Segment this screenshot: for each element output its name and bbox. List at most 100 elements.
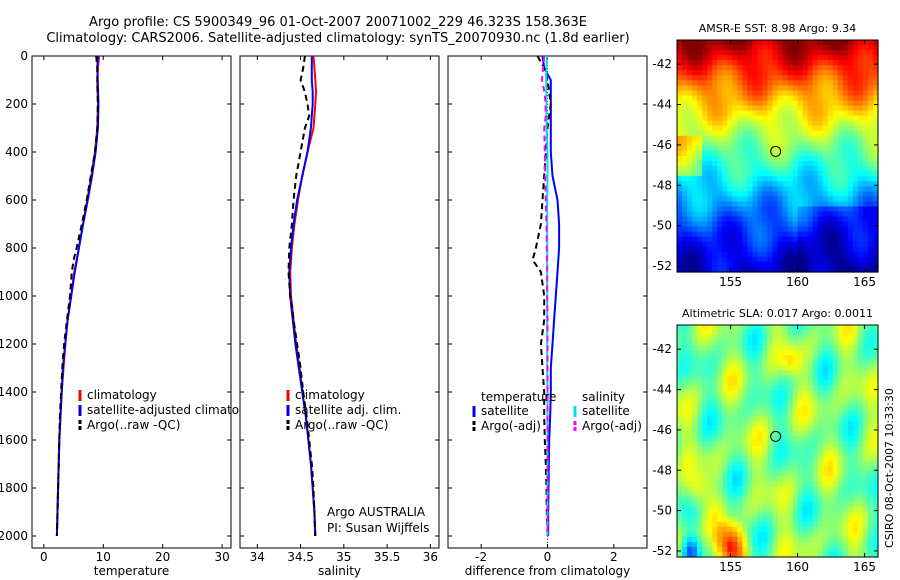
- sst_map-cell: [732, 120, 738, 127]
- sla_map-cell: [757, 481, 764, 487]
- sst_map-cell: [697, 90, 703, 97]
- sla_map-cell: [747, 491, 753, 498]
- sla_map-cell: [722, 466, 728, 472]
- sst_map-cell: [797, 251, 804, 258]
- sst_map-cell: [862, 236, 869, 243]
- sla_map-cell: [807, 441, 814, 447]
- sst_map-cell: [862, 186, 869, 192]
- sla_map-cell: [852, 430, 859, 437]
- sla_map-cell: [687, 370, 693, 377]
- sst_map-cell: [762, 156, 769, 162]
- sst_map-cell: [767, 241, 774, 248]
- sst_map-cell: [802, 241, 809, 248]
- sla_map-cell: [752, 526, 759, 533]
- sst_map-cell: [757, 231, 764, 238]
- sla_map-cell: [707, 446, 713, 452]
- sla_map-cell: [842, 461, 849, 467]
- sla_map-cell: [707, 415, 713, 422]
- sst_map-cell: [847, 115, 854, 122]
- sla_map-cell: [747, 466, 753, 472]
- sla_map-cell: [827, 491, 834, 498]
- sla_map-cell: [867, 405, 874, 412]
- sst_map-cell: [772, 55, 779, 61]
- sla_map-cell: [827, 511, 834, 518]
- sst_map-cell: [827, 105, 834, 112]
- sst_map-cell: [852, 40, 859, 46]
- sla_map-cell: [762, 430, 769, 437]
- sla_map-cell: [737, 370, 743, 377]
- sla_map-cell: [712, 395, 718, 402]
- sla_map-cell: [697, 546, 703, 553]
- sst_map-cell: [707, 161, 713, 167]
- sst_map-cell: [867, 241, 874, 248]
- sst_map-cell: [727, 171, 733, 177]
- sst_map-cell: [832, 145, 839, 152]
- sla_map-cell: [837, 551, 844, 558]
- sla_map-cell: [777, 446, 784, 452]
- sst_map-cell: [782, 196, 789, 202]
- sst_map-cell: [792, 55, 799, 61]
- sst_map-cell: [782, 261, 789, 268]
- sst_map-cell: [677, 266, 683, 273]
- sla_map-cell: [732, 491, 738, 498]
- sla_map-cell: [812, 405, 819, 412]
- sla_map-cell: [812, 461, 819, 467]
- sst_map-cell: [802, 150, 809, 157]
- sla_map-cell: [762, 435, 769, 442]
- sst_map-cell: [717, 90, 723, 97]
- sla_map-cell: [677, 486, 683, 493]
- sla_map-cell: [697, 325, 703, 331]
- sla_map-cell: [697, 461, 703, 467]
- sla_map-cell: [787, 501, 794, 508]
- sla_map-cell: [857, 350, 864, 356]
- sla_map-cell: [802, 536, 809, 543]
- sst_map-cell: [697, 161, 703, 167]
- sla_map-cell: [797, 340, 804, 346]
- sla_map-cell: [772, 355, 779, 361]
- sst_map-cell: [847, 130, 854, 137]
- sla_map-cell: [847, 491, 854, 498]
- sla_map-cell: [797, 551, 804, 558]
- sla_map-cell: [752, 390, 759, 397]
- sla_map-cell: [832, 360, 839, 366]
- sst_map-cell: [737, 130, 743, 137]
- sst_map-cell: [727, 65, 733, 71]
- sst_map-cell: [817, 221, 824, 228]
- sla_map-cell: [757, 516, 764, 523]
- sst_map-cell: [687, 216, 693, 223]
- sst_map-cell: [727, 80, 733, 86]
- sst_map-cell: [782, 60, 789, 66]
- sla_map-cell: [697, 375, 703, 382]
- sst_map-cell: [682, 110, 688, 117]
- sst_map-cell: [832, 206, 839, 213]
- sla_map-cell: [742, 345, 748, 351]
- sla_map-cell: [832, 410, 839, 417]
- sst_map-cell: [752, 80, 759, 86]
- sst_map-cell: [832, 80, 839, 86]
- sst_map-cell: [762, 105, 769, 112]
- sst_map-cell: [732, 130, 738, 137]
- sst_map-cell: [702, 130, 708, 137]
- sst_map-cell: [737, 241, 743, 248]
- sst_map-cell: [757, 40, 764, 46]
- sla_map-cell: [687, 441, 693, 447]
- sla_map-cell: [752, 531, 759, 538]
- sla_map-cell: [827, 390, 834, 397]
- sst_map-cell: [787, 95, 794, 102]
- sla_map-cell: [702, 526, 708, 533]
- sst_map-cell: [827, 125, 834, 132]
- sla_map-cell: [772, 345, 779, 351]
- sst_map-cell: [752, 231, 759, 238]
- sla_map-cell: [677, 481, 683, 487]
- sla_map-cell: [787, 370, 794, 377]
- sst_map-cell: [712, 95, 718, 102]
- sla_map-cell: [812, 395, 819, 402]
- sst_map-cell: [682, 55, 688, 61]
- sla_map-cell: [802, 546, 809, 553]
- sst_map-cell: [862, 140, 869, 147]
- sla_map-cell: [832, 415, 839, 422]
- sst_map-cell: [797, 130, 804, 137]
- salinity-axes-box: [239, 55, 440, 549]
- sst_map-cell: [717, 156, 723, 162]
- sst_map-cell: [722, 80, 728, 86]
